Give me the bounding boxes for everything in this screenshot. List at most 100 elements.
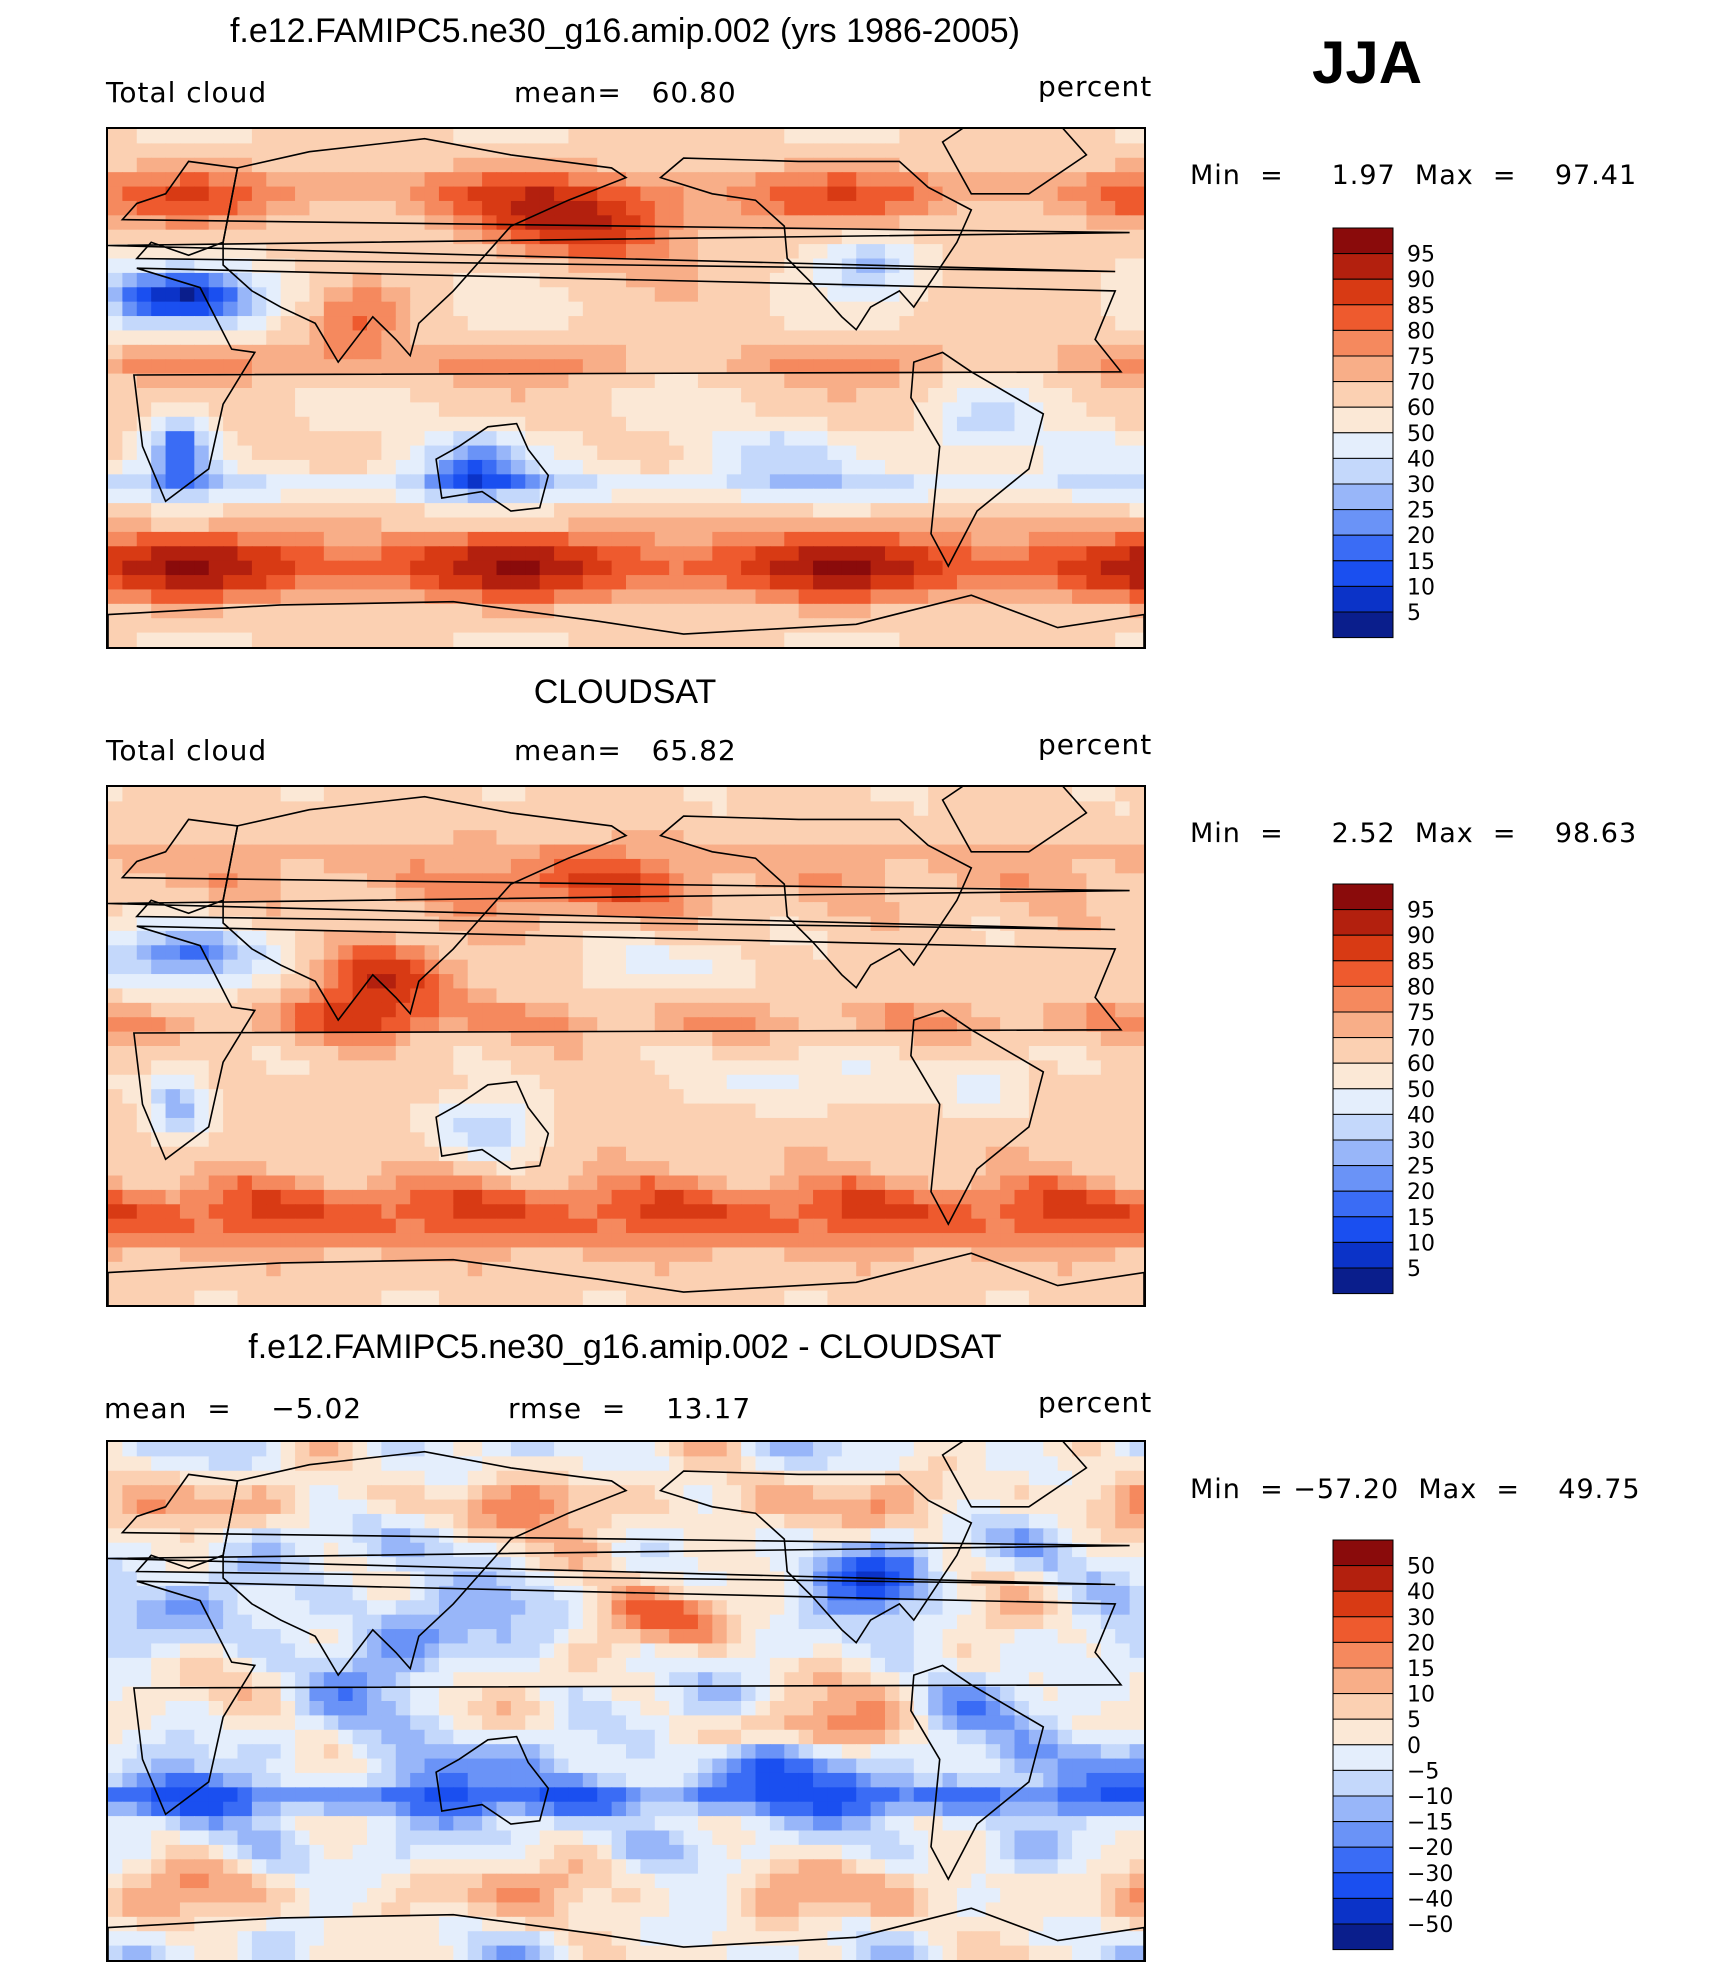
field-cell	[554, 1117, 570, 1133]
field-cell	[683, 1218, 699, 1234]
field-cell	[1086, 244, 1102, 260]
field-cell	[683, 1161, 699, 1177]
field-cell	[424, 244, 440, 260]
field-cell	[856, 930, 872, 946]
field-cell	[827, 359, 843, 375]
field-cell	[237, 1117, 253, 1133]
field-cell	[539, 930, 555, 946]
field-cell	[179, 287, 195, 303]
field-cell	[712, 1060, 728, 1076]
field-cell	[942, 618, 958, 634]
field-cell	[237, 916, 253, 932]
field-cell	[496, 272, 512, 288]
field-cell	[654, 974, 670, 990]
field-cell	[582, 388, 598, 403]
field-cell	[841, 560, 857, 576]
field-cell	[554, 244, 570, 260]
field-cell	[626, 1074, 641, 1090]
field-cell	[367, 359, 382, 375]
field-cell	[669, 459, 685, 475]
field-cell	[913, 488, 929, 504]
field-cell	[870, 272, 886, 288]
field-cell	[338, 330, 354, 346]
field-cell	[165, 1017, 181, 1033]
field-cell	[309, 945, 325, 961]
field-cell	[885, 959, 900, 975]
coastline	[910, 351, 1045, 568]
field-cell	[1057, 301, 1073, 317]
field-cell	[1072, 474, 1088, 490]
field-cell	[223, 445, 239, 461]
field-cell	[971, 560, 987, 576]
field-cell	[1028, 589, 1044, 605]
field-cell	[266, 632, 282, 647]
field-cell	[179, 1046, 195, 1061]
field-cell	[640, 503, 656, 519]
field-cell	[640, 488, 656, 504]
field-cell	[856, 172, 872, 188]
field-cell	[367, 258, 382, 274]
field-cell	[1100, 1204, 1116, 1220]
field-cell	[755, 344, 771, 360]
field-cell	[568, 930, 584, 946]
field-cell	[266, 815, 282, 831]
field-cell	[985, 402, 1001, 418]
field-cell	[827, 503, 843, 519]
field-cell	[352, 575, 368, 591]
field-cell	[813, 930, 829, 946]
field-cell	[1043, 1189, 1059, 1205]
field-cell	[956, 129, 972, 144]
field-cell	[136, 388, 152, 403]
field-cell	[381, 445, 397, 461]
field-cell	[453, 801, 469, 817]
field-cell	[1000, 873, 1016, 889]
field-cell	[151, 287, 167, 303]
colorbar-cell	[1332, 227, 1394, 255]
field-cell	[1100, 575, 1116, 591]
field-cell	[741, 402, 757, 418]
field-cell	[669, 287, 685, 303]
field-cell	[971, 1175, 987, 1191]
field-cell	[1100, 388, 1116, 403]
field-cell	[755, 1117, 771, 1133]
field-cell	[525, 589, 541, 605]
colorbar-cell	[1332, 457, 1394, 485]
field-cell	[223, 988, 239, 1004]
field-cell	[453, 186, 469, 202]
field-cell	[841, 1089, 857, 1105]
field-cell	[1057, 1175, 1073, 1191]
field-cell	[712, 272, 728, 288]
field-cell	[309, 916, 325, 932]
field-cell	[251, 359, 267, 375]
field-cell	[885, 1103, 900, 1119]
field-cell	[597, 316, 613, 332]
field-cell	[582, 546, 598, 562]
field-cell	[798, 445, 814, 461]
field-cell	[856, 844, 872, 860]
field-cell	[784, 844, 800, 860]
field-cell	[942, 287, 958, 303]
field-cell	[251, 431, 267, 447]
field-cell	[568, 1002, 584, 1018]
field-cell	[611, 459, 627, 475]
field-cell	[985, 344, 1001, 360]
field-cell	[1043, 1175, 1059, 1191]
field-cell	[510, 344, 526, 360]
field-cell	[208, 229, 224, 245]
field-cell	[525, 1060, 541, 1076]
field-cell	[165, 157, 181, 173]
field-cell	[856, 272, 872, 288]
field-cell	[1115, 143, 1131, 159]
field-cell	[194, 1175, 210, 1191]
field-cell	[295, 258, 311, 274]
field-cell	[208, 1189, 224, 1205]
field-cell	[295, 988, 311, 1004]
field-cell	[841, 244, 857, 260]
field-cell	[237, 416, 253, 432]
field-cell	[640, 873, 656, 889]
field-cell	[323, 988, 339, 1004]
field-cell	[1043, 1218, 1059, 1234]
field-cell	[1086, 930, 1102, 946]
field-cell	[194, 1074, 210, 1090]
field-cell	[525, 1132, 541, 1148]
